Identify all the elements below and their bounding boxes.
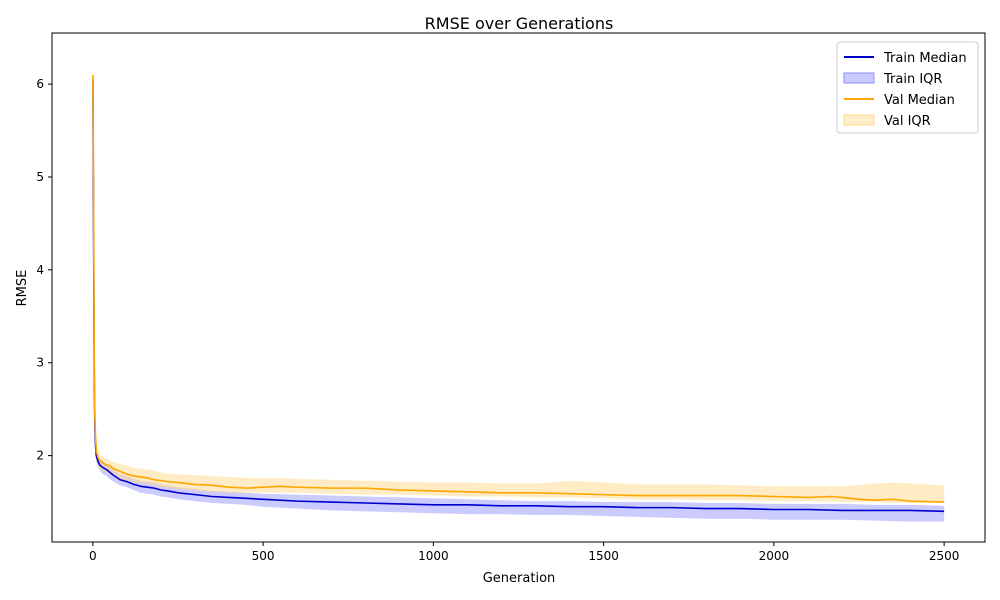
train-iqr-legend-swatch — [843, 72, 875, 84]
val-median-line — [92, 74, 945, 503]
median-lines — [92, 74, 945, 513]
train-iqr-legend-label: Train IQR — [883, 72, 942, 87]
y-axis-ticks: 2 3 4 5 6 — [36, 77, 52, 463]
train-median-line — [92, 79, 945, 513]
y-tick-label: 2 — [36, 449, 44, 463]
x-tick-label: 2000 — [759, 549, 790, 563]
y-tick-label: 3 — [36, 356, 44, 370]
y-tick-label: 5 — [36, 170, 44, 184]
legend: Train Median Train IQR Val Median Val IQR — [836, 41, 979, 134]
plot-area-frame — [51, 32, 986, 543]
x-axis-label: Generation — [483, 571, 556, 586]
x-tick-label: 1500 — [588, 549, 619, 563]
val-iqr-legend-swatch — [843, 114, 875, 126]
y-axis-label: RMSE — [15, 270, 30, 307]
y-tick-label: 4 — [36, 263, 44, 277]
val-iqr-legend-label: Val IQR — [884, 114, 931, 129]
legend-box — [836, 41, 979, 134]
x-axis-ticks: 0 500 1000 1500 2000 2500 — [89, 542, 959, 563]
chart-title: RMSE over Generations — [425, 14, 614, 33]
x-tick-label: 1000 — [418, 549, 449, 563]
train-median-legend-label: Train Median — [883, 51, 967, 66]
val-median-legend-label: Val Median — [884, 93, 955, 108]
x-tick-label: 2500 — [929, 549, 960, 563]
x-tick-label: 0 — [89, 549, 97, 563]
x-tick-label: 500 — [252, 549, 275, 563]
y-tick-label: 6 — [36, 77, 44, 91]
